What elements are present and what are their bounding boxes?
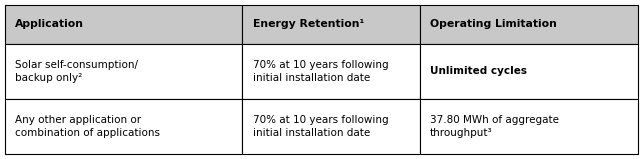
Bar xyxy=(242,44,420,99)
Text: Any other application or
combination of applications: Any other application or combination of … xyxy=(15,115,160,138)
Text: 70% at 10 years following
initial installation date: 70% at 10 years following initial instal… xyxy=(253,60,388,83)
Bar xyxy=(5,44,242,99)
Bar xyxy=(5,99,242,154)
Text: 70% at 10 years following
initial installation date: 70% at 10 years following initial instal… xyxy=(253,115,388,138)
Bar xyxy=(420,5,638,44)
Text: Application: Application xyxy=(15,19,84,29)
Text: Operating Limitation: Operating Limitation xyxy=(430,19,557,29)
Text: Solar self-consumption/
backup only²: Solar self-consumption/ backup only² xyxy=(15,60,138,83)
Bar xyxy=(242,99,420,154)
Text: Unlimited cycles: Unlimited cycles xyxy=(430,66,527,76)
Bar xyxy=(420,99,638,154)
Bar xyxy=(242,5,420,44)
Bar xyxy=(420,44,638,99)
Text: 37.80 MWh of aggregate
throughput³: 37.80 MWh of aggregate throughput³ xyxy=(430,115,559,138)
Bar xyxy=(5,5,242,44)
Text: Energy Retention¹: Energy Retention¹ xyxy=(253,19,364,29)
